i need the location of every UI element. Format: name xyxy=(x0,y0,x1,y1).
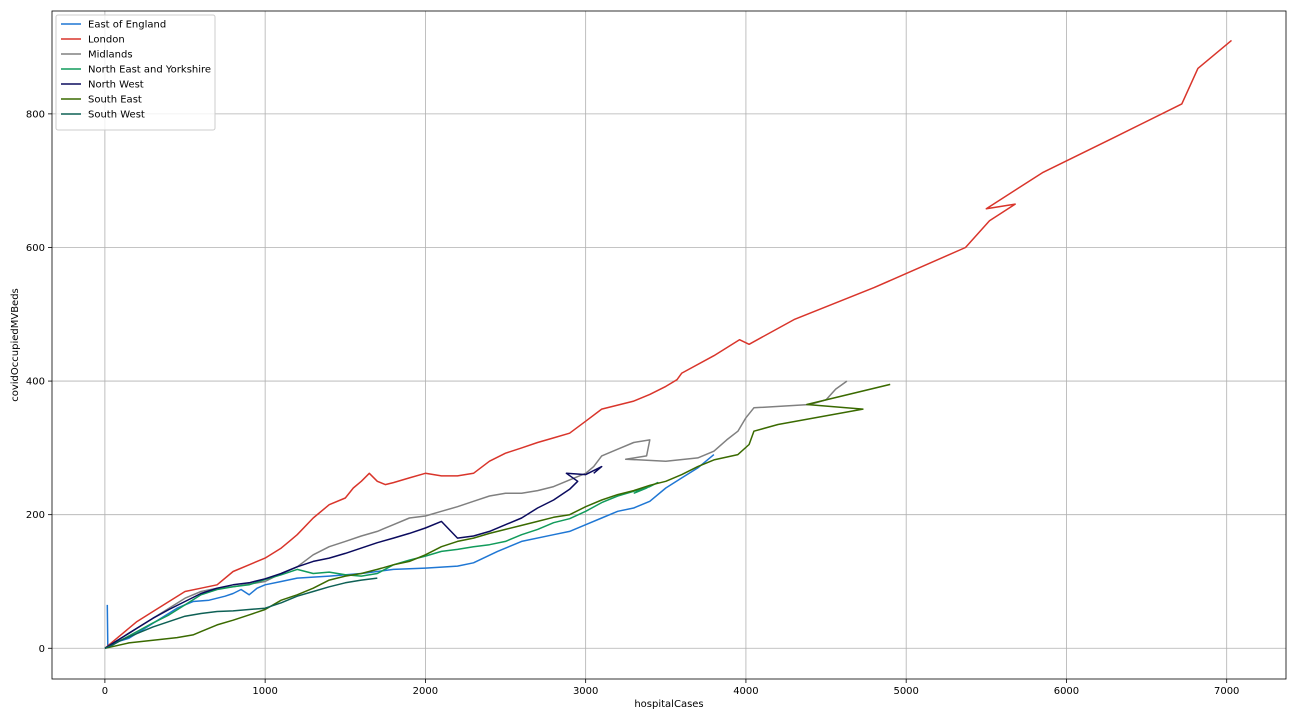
x-tick-label-6: 6000 xyxy=(1054,686,1079,697)
y-tick-label-3: 600 xyxy=(26,243,45,254)
y-tick-label-2: 400 xyxy=(26,377,45,388)
legend-label-0: East of England xyxy=(88,20,166,31)
series-line-6 xyxy=(104,577,378,649)
legend-label-2: Midlands xyxy=(88,50,133,61)
y-tick-label-4: 800 xyxy=(26,109,45,120)
y-axis-ticks: 0 200 400 600 800 xyxy=(26,109,52,655)
legend: East of England London Midlands North East … xyxy=(55,14,216,131)
series-line-4 xyxy=(104,465,603,649)
x-tick-label-7: 7000 xyxy=(1214,686,1239,697)
x-tick-label-0: 0 xyxy=(102,686,108,697)
x-tick-label-5: 5000 xyxy=(893,686,918,697)
series-line-5 xyxy=(104,383,891,650)
y-tick-label-0: 0 xyxy=(39,644,45,655)
x-tick-label-2: 2000 xyxy=(413,686,438,697)
y-axis-label: covidOccupiedMVBeds xyxy=(10,288,21,402)
legend-label-6: South West xyxy=(88,110,145,121)
plot-frame xyxy=(51,10,1287,680)
grid xyxy=(52,11,1286,679)
series-layer xyxy=(104,39,1232,650)
series-line-1 xyxy=(104,39,1232,649)
legend-box xyxy=(55,14,216,131)
legend-label-1: London xyxy=(88,35,125,46)
legend-label-3: North East and Yorkshire xyxy=(88,65,211,76)
x-axis-label: hospitalCases xyxy=(634,699,703,710)
x-axis-ticks: 0 1000 2000 3000 4000 5000 6000 7000 xyxy=(102,679,1239,697)
x-tick-label-1: 1000 xyxy=(252,686,277,697)
legend-label-4: North West xyxy=(88,80,144,91)
x-tick-label-4: 4000 xyxy=(733,686,758,697)
x-tick-label-3: 3000 xyxy=(573,686,598,697)
y-tick-label-1: 200 xyxy=(26,510,45,521)
legend-label-5: South East xyxy=(88,95,142,106)
